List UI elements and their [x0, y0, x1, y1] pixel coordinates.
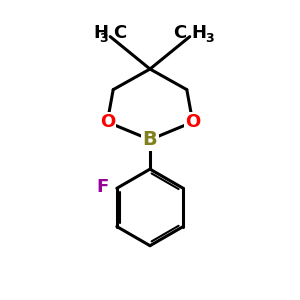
Text: O: O: [185, 113, 200, 131]
Text: H: H: [191, 24, 206, 42]
Text: C: C: [174, 24, 187, 42]
Text: B: B: [142, 130, 158, 149]
Text: H: H: [93, 24, 108, 42]
Text: 3: 3: [205, 32, 214, 46]
Text: C: C: [113, 24, 126, 42]
Text: O: O: [100, 113, 115, 131]
Text: 3: 3: [99, 32, 108, 46]
Text: F: F: [96, 178, 108, 196]
